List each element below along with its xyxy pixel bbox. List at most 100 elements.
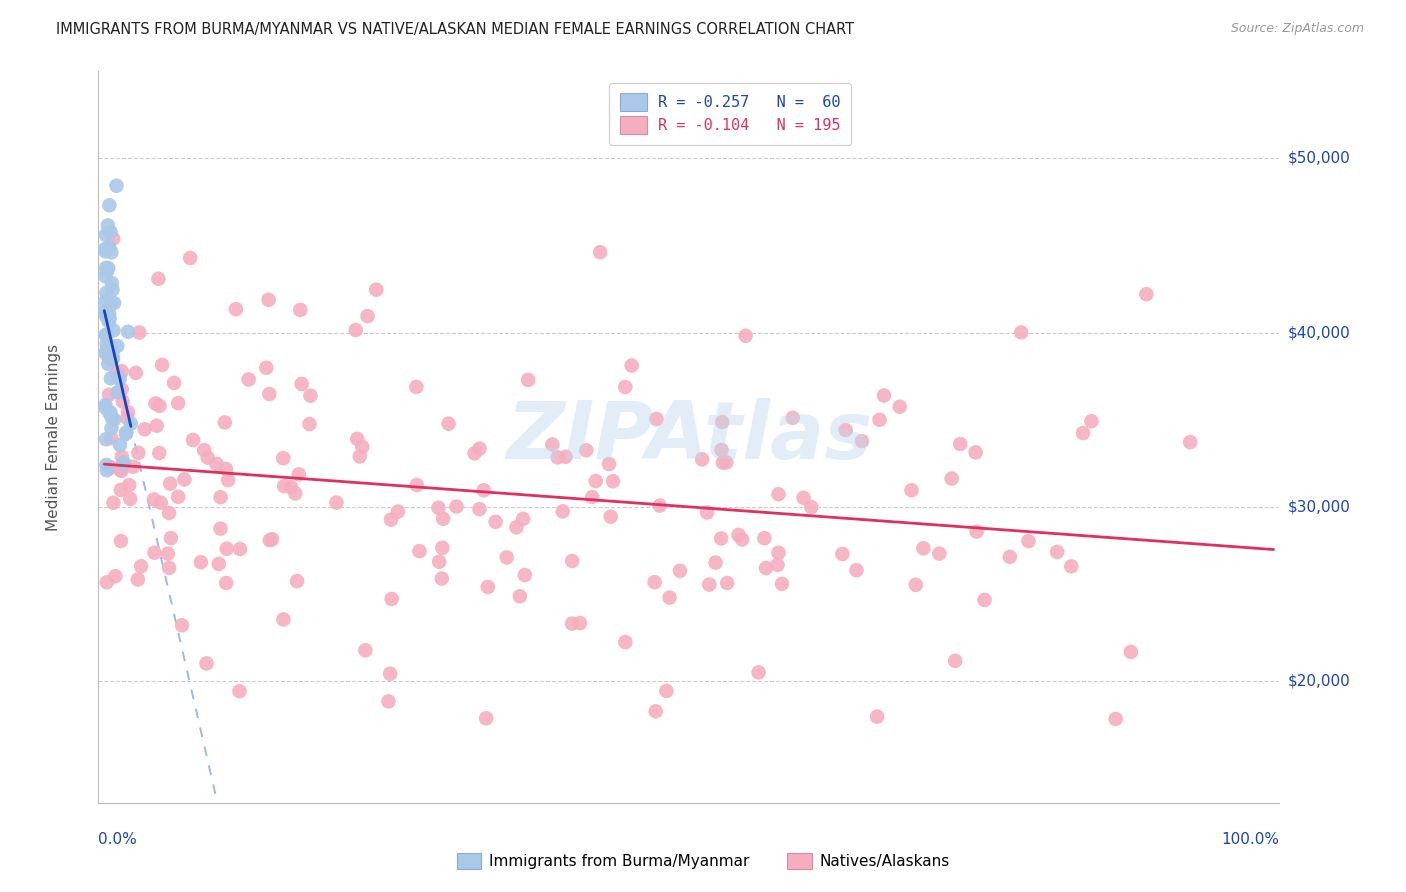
Point <box>217 473 239 487</box>
Point <box>599 509 621 524</box>
Point <box>432 541 454 555</box>
Point <box>229 542 252 557</box>
Point <box>280 480 302 494</box>
Point <box>495 550 517 565</box>
Point <box>97 343 120 357</box>
Point <box>100 225 122 239</box>
Point <box>181 433 204 447</box>
Point <box>159 476 181 491</box>
Point <box>793 491 815 505</box>
Point <box>387 505 409 519</box>
Point <box>437 417 460 431</box>
Point <box>1178 435 1201 450</box>
Point <box>254 360 277 375</box>
Point <box>96 264 118 278</box>
Point <box>167 490 190 504</box>
Point <box>215 541 238 556</box>
Point <box>427 555 450 569</box>
Text: $20,000: $20,000 <box>1288 673 1351 689</box>
Point <box>711 415 734 429</box>
Point <box>97 261 120 276</box>
Point <box>569 616 592 631</box>
Point <box>575 443 598 458</box>
Point <box>716 455 738 469</box>
Point <box>381 592 404 607</box>
Point <box>149 496 172 510</box>
Point <box>509 590 531 604</box>
Point <box>430 572 453 586</box>
Point <box>94 227 117 242</box>
Point <box>768 546 790 560</box>
Point <box>696 505 718 519</box>
Point <box>561 554 583 568</box>
Point <box>100 460 122 475</box>
Point <box>517 373 540 387</box>
Point <box>122 459 145 474</box>
Point <box>111 383 134 397</box>
Point <box>770 577 793 591</box>
Point <box>96 458 118 472</box>
Point <box>475 711 498 725</box>
Point <box>889 400 911 414</box>
Point <box>103 496 125 510</box>
Text: $40,000: $40,000 <box>1288 325 1351 340</box>
Point <box>598 457 620 471</box>
Point <box>831 547 853 561</box>
Point <box>193 443 215 458</box>
Text: 0.0%: 0.0% <box>98 832 138 847</box>
Point <box>477 580 499 594</box>
Text: Source: ZipAtlas.com: Source: ZipAtlas.com <box>1230 22 1364 36</box>
Point <box>94 294 117 309</box>
Point <box>115 425 138 440</box>
Point <box>851 434 873 449</box>
Point <box>128 326 150 340</box>
Point <box>157 561 180 575</box>
Point <box>710 532 733 546</box>
Point <box>225 302 247 317</box>
Point <box>101 283 124 297</box>
Point <box>94 242 117 256</box>
Point <box>103 296 125 310</box>
Point <box>1105 712 1128 726</box>
Point <box>94 244 117 259</box>
Point <box>205 457 228 471</box>
Point <box>163 376 186 390</box>
Point <box>284 486 307 500</box>
Point <box>179 251 201 265</box>
Point <box>156 547 179 561</box>
Point <box>208 557 231 571</box>
Text: 100.0%: 100.0% <box>1222 832 1279 847</box>
Point <box>834 423 856 437</box>
Point <box>100 245 122 260</box>
Point <box>97 219 120 233</box>
Point <box>238 372 260 386</box>
Point <box>1119 645 1142 659</box>
Point <box>716 576 738 591</box>
Point <box>273 612 295 626</box>
Point <box>100 431 122 445</box>
Point <box>97 347 120 361</box>
Point <box>1135 287 1157 301</box>
Point <box>100 421 122 435</box>
Point <box>285 574 308 589</box>
Point <box>554 450 576 464</box>
Point <box>115 427 138 442</box>
Point <box>96 328 118 343</box>
Point <box>143 546 166 560</box>
Point <box>645 412 668 426</box>
Point <box>800 500 823 515</box>
Point <box>704 556 727 570</box>
Point <box>432 512 454 526</box>
Point <box>150 358 173 372</box>
Point <box>160 531 183 545</box>
Point <box>299 389 322 403</box>
Point <box>377 694 399 708</box>
Point <box>117 405 139 419</box>
Point <box>209 490 232 504</box>
Legend: Immigrants from Burma/Myanmar, Natives/Alaskans: Immigrants from Burma/Myanmar, Natives/A… <box>450 847 956 875</box>
Point <box>644 575 666 590</box>
Point <box>869 413 891 427</box>
Point <box>845 563 868 577</box>
Point <box>209 522 232 536</box>
Point <box>96 575 118 590</box>
